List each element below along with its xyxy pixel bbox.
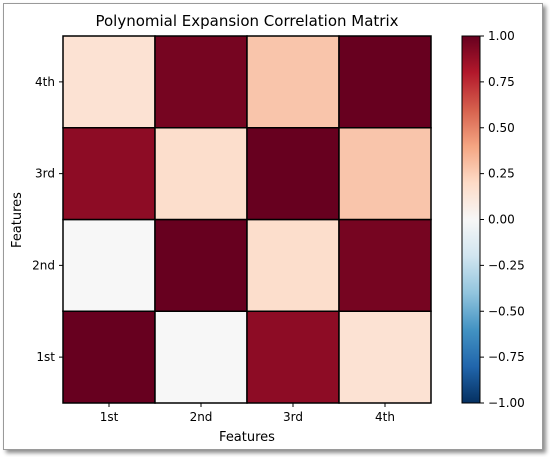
x-tick-label: 2nd — [190, 410, 213, 424]
colorbar-tick-label: 0.00 — [488, 213, 515, 227]
colorbar-tick-label: −1.00 — [488, 396, 525, 410]
colorbar — [461, 35, 481, 404]
heatmap-cell-1st-3rd — [246, 310, 340, 404]
heatmap-cell-2nd-4th — [338, 218, 432, 312]
heatmap-cell-3rd-2nd — [154, 127, 248, 221]
colorbar-ticks: 1.00 0.75 0.50 0.25 0.00 −0.25 −0.50 −0.75 −1.00 — [480, 29, 525, 410]
colorbar-tick-label: 0.75 — [488, 75, 515, 89]
colorbar-tick-label: 0.25 — [488, 167, 515, 181]
x-axis-ticks: 1st 2nd 3rd 4th — [100, 403, 395, 424]
colorbar-tick-label: −0.25 — [488, 258, 525, 272]
heatmap-cell-2nd-1st — [62, 218, 156, 312]
heatmap-cell-1st-2nd — [154, 310, 248, 404]
y-tick-label: 1st — [36, 350, 55, 364]
x-tick-label: 4th — [375, 410, 395, 424]
heatmap-cell-4th-1st — [62, 35, 156, 129]
y-axis-ticks: 1st 2nd 3rd 4th — [32, 75, 63, 364]
y-tick-label: 4th — [35, 75, 55, 89]
y-axis-label: Features — [10, 192, 25, 248]
colorbar-tick-label: −0.50 — [488, 304, 525, 318]
heatmap-cell-2nd-3rd — [246, 218, 340, 312]
x-axis-label: Features — [219, 430, 275, 445]
x-tick-label: 3rd — [283, 410, 303, 424]
colorbar-tick-label: 0.50 — [488, 121, 515, 135]
heatmap-cell-4th-3rd — [246, 35, 340, 129]
heatmap-cells — [62, 35, 432, 404]
heatmap-cell-2nd-2nd — [154, 218, 248, 312]
heatmap-cell-3rd-1st — [62, 127, 156, 221]
heatmap-cell-1st-1st — [62, 310, 156, 404]
colorbar-tick-label: 1.00 — [488, 29, 515, 43]
chart-title: Polynomial Expansion Correlation Matrix — [95, 12, 398, 30]
colorbar-tick-label: −0.75 — [488, 350, 525, 364]
heatmap-axes-frame — [62, 35, 432, 404]
heatmap-cell-4th-2nd — [154, 35, 248, 129]
heatmap-cell-4th-4th — [338, 35, 432, 129]
y-tick-label: 3rd — [35, 167, 55, 181]
heatmap-cell-3rd-4th — [338, 127, 432, 221]
y-tick-label: 2nd — [32, 258, 55, 272]
heatmap-cell-1st-4th — [338, 310, 432, 404]
x-tick-label: 1st — [100, 410, 119, 424]
heatmap-cell-3rd-3rd — [246, 127, 340, 221]
